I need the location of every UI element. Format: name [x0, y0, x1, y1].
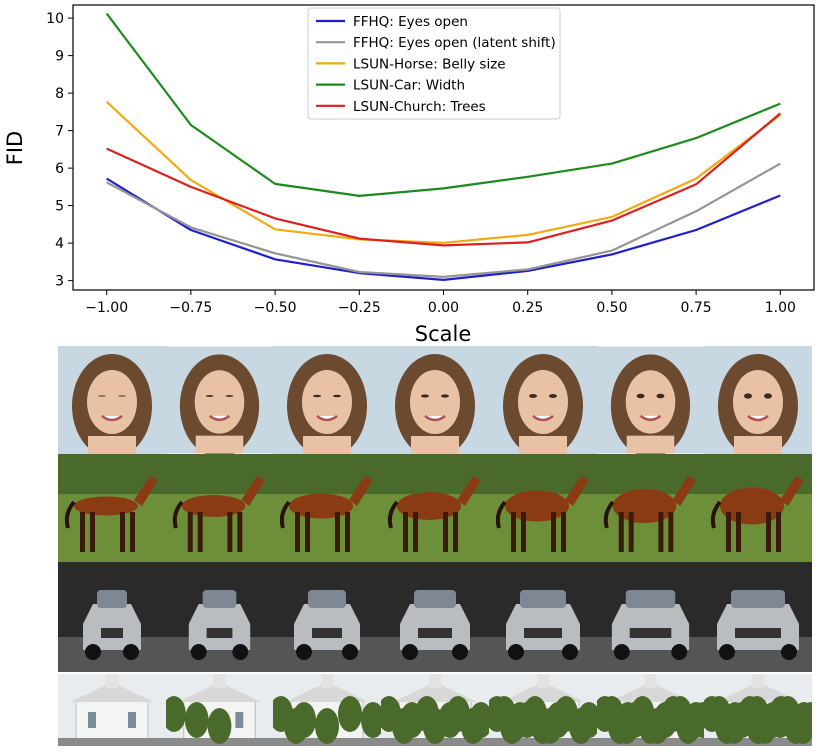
x-tick-label: 0.25	[512, 300, 543, 316]
ffhq-face-sample	[58, 346, 166, 454]
legend-entry: FFHQ: Eyes open	[353, 14, 468, 30]
lsun-car-sample	[166, 562, 273, 672]
lsun-horse-sample	[704, 454, 812, 562]
x-axis-label: Scale	[415, 322, 472, 345]
lsun-horse-sample	[273, 454, 381, 562]
y-axis: 3 4 5 6 7 8 9 10	[46, 11, 73, 290]
lsun-car-sample	[704, 562, 812, 672]
lsun-horse-sample	[58, 454, 166, 562]
series-lines	[105, 12, 782, 281]
y-tick-label: 10	[46, 11, 64, 27]
series-line-1	[106, 177, 781, 281]
lsun-church-sample	[597, 674, 704, 746]
series-line-2	[106, 162, 781, 278]
series-line-4	[105, 12, 781, 197]
lsun-church-sample	[704, 674, 812, 746]
x-tick-label: −0.25	[338, 300, 381, 316]
x-tick-label: −0.75	[169, 300, 212, 316]
lsun-church-sample	[381, 674, 489, 746]
lsun-church-sample	[489, 674, 597, 746]
lsun-car-sample	[273, 562, 381, 672]
y-tick-label: 6	[55, 161, 64, 177]
lsun-church-sample	[166, 674, 273, 746]
x-tick-label: 0.75	[681, 300, 712, 316]
legend: FFHQ: Eyes open FFHQ: Eyes open (latent s…	[307, 7, 561, 120]
x-tick-label: −1.00	[85, 300, 128, 316]
fid-line-chart: 3 4 5 6 7 8 9 10 −1.00 −0.75 −0.50 −0.25 0.00 0.25 0.…	[3, 4, 815, 345]
plot-frame	[72, 4, 815, 291]
y-tick-label: 9	[55, 49, 64, 65]
series-line-5	[106, 112, 782, 247]
y-tick-label: 5	[55, 199, 64, 215]
ffhq-face-sample	[597, 346, 704, 454]
lsun-car-sample	[58, 562, 166, 672]
lsun-horse-sample	[597, 454, 704, 562]
legend-entry: LSUN-Horse: Belly size	[353, 56, 506, 72]
y-tick-label: 8	[55, 86, 64, 102]
lsun-horse-sample	[381, 454, 489, 562]
generated-image-grid	[58, 346, 812, 746]
series-line-3	[105, 100, 781, 244]
ffhq-face-sample	[704, 346, 812, 454]
y-tick-label: 3	[55, 274, 64, 290]
y-tick-label: 7	[55, 124, 64, 140]
lsun-church-sample	[58, 674, 166, 746]
y-axis-label: FID	[3, 131, 27, 165]
lsun-car-sample	[597, 562, 704, 672]
ffhq-face-sample	[273, 346, 381, 454]
x-tick-label: 1.00	[765, 300, 796, 316]
lsun-car-sample	[381, 562, 489, 672]
x-axis: −1.00 −0.75 −0.50 −0.25 0.00 0.25 0.50 0.75 1.00	[85, 290, 796, 316]
legend-box	[307, 7, 561, 120]
lsun-horse-sample	[489, 454, 597, 562]
lsun-car-sample	[489, 562, 597, 672]
x-tick-label: −0.50	[254, 300, 297, 316]
legend-entry: FFHQ: Eyes open (latent shift)	[353, 35, 556, 51]
ffhq-face-sample	[381, 346, 489, 454]
x-tick-label: 0.00	[428, 300, 459, 316]
lsun-horse-sample	[166, 454, 273, 562]
ffhq-face-sample	[166, 346, 273, 454]
legend-entry: LSUN-Church: Trees	[353, 99, 486, 115]
legend-entry: LSUN-Car: Width	[353, 78, 465, 94]
x-tick-label: 0.50	[596, 300, 627, 316]
ffhq-face-sample	[489, 346, 597, 454]
y-tick-label: 4	[55, 236, 64, 252]
lsun-church-sample	[273, 674, 381, 746]
